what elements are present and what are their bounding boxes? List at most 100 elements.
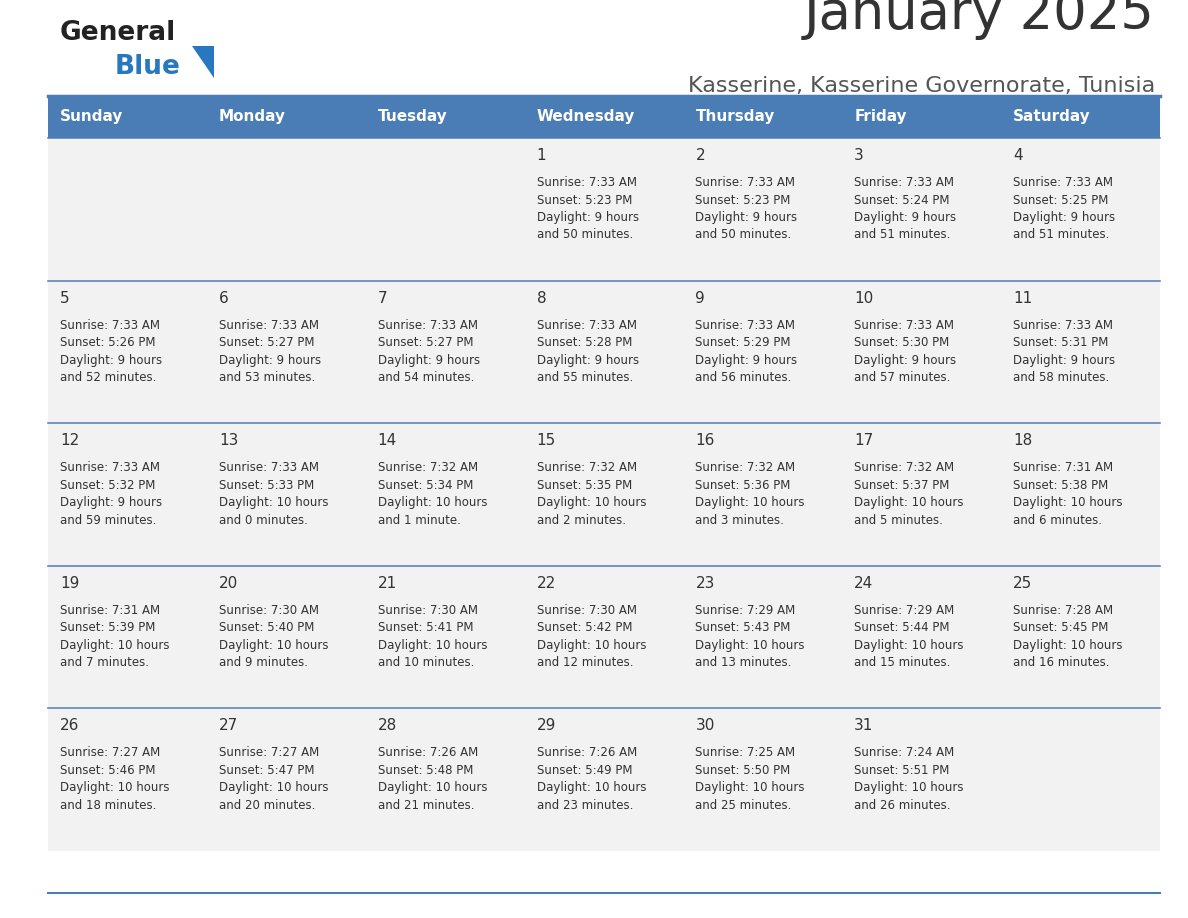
Text: Sunset: 5:26 PM: Sunset: 5:26 PM [61, 336, 156, 349]
Text: Saturday: Saturday [1013, 109, 1091, 125]
Text: Sunset: 5:49 PM: Sunset: 5:49 PM [537, 764, 632, 777]
Text: Sunrise: 7:27 AM: Sunrise: 7:27 AM [61, 746, 160, 759]
Text: Kasserine, Kasserine Governorate, Tunisia: Kasserine, Kasserine Governorate, Tunisi… [688, 76, 1155, 96]
Text: Sunset: 5:23 PM: Sunset: 5:23 PM [537, 194, 632, 207]
Text: 8: 8 [537, 291, 546, 306]
Text: Daylight: 10 hours: Daylight: 10 hours [219, 497, 328, 509]
Text: and 51 minutes.: and 51 minutes. [854, 229, 950, 241]
Text: Sunrise: 7:33 AM: Sunrise: 7:33 AM [695, 319, 796, 331]
Text: Daylight: 10 hours: Daylight: 10 hours [537, 497, 646, 509]
Text: Blue: Blue [115, 54, 181, 80]
Text: 2: 2 [695, 148, 704, 163]
Text: Sunday: Sunday [61, 109, 124, 125]
Text: and 53 minutes.: and 53 minutes. [219, 371, 315, 384]
Text: Sunrise: 7:24 AM: Sunrise: 7:24 AM [854, 746, 954, 759]
Text: Daylight: 9 hours: Daylight: 9 hours [854, 353, 956, 366]
Text: and 13 minutes.: and 13 minutes. [695, 656, 792, 669]
Text: Sunrise: 7:33 AM: Sunrise: 7:33 AM [1013, 176, 1113, 189]
Text: Daylight: 10 hours: Daylight: 10 hours [1013, 497, 1123, 509]
Text: Sunrise: 7:29 AM: Sunrise: 7:29 AM [854, 604, 954, 617]
Text: Sunrise: 7:30 AM: Sunrise: 7:30 AM [219, 604, 318, 617]
Text: Daylight: 9 hours: Daylight: 9 hours [61, 353, 162, 366]
Text: Daylight: 10 hours: Daylight: 10 hours [61, 639, 170, 652]
Text: and 15 minutes.: and 15 minutes. [854, 656, 950, 669]
Text: Daylight: 9 hours: Daylight: 9 hours [854, 211, 956, 224]
Bar [48, 281, 1159, 423]
Text: Sunset: 5:28 PM: Sunset: 5:28 PM [537, 336, 632, 349]
Text: and 9 minutes.: and 9 minutes. [219, 656, 308, 669]
Text: Sunset: 5:45 PM: Sunset: 5:45 PM [1013, 621, 1108, 634]
Text: Monday: Monday [219, 109, 286, 125]
Text: Sunrise: 7:31 AM: Sunrise: 7:31 AM [61, 604, 160, 617]
Text: and 54 minutes.: and 54 minutes. [378, 371, 474, 384]
Text: Daylight: 9 hours: Daylight: 9 hours [695, 353, 797, 366]
Text: 5: 5 [61, 291, 70, 306]
Text: Sunset: 5:25 PM: Sunset: 5:25 PM [1013, 194, 1108, 207]
Text: Daylight: 9 hours: Daylight: 9 hours [219, 353, 321, 366]
Text: Sunrise: 7:33 AM: Sunrise: 7:33 AM [854, 176, 954, 189]
Text: 17: 17 [854, 433, 873, 448]
Text: Sunrise: 7:29 AM: Sunrise: 7:29 AM [695, 604, 796, 617]
Text: Daylight: 10 hours: Daylight: 10 hours [854, 639, 963, 652]
Text: and 52 minutes.: and 52 minutes. [61, 371, 157, 384]
Text: and 18 minutes.: and 18 minutes. [61, 799, 157, 812]
Text: Sunrise: 7:27 AM: Sunrise: 7:27 AM [219, 746, 320, 759]
Text: Sunset: 5:47 PM: Sunset: 5:47 PM [219, 764, 315, 777]
Text: 22: 22 [537, 576, 556, 591]
Text: Sunset: 5:27 PM: Sunset: 5:27 PM [219, 336, 315, 349]
Text: and 20 minutes.: and 20 minutes. [219, 799, 315, 812]
Text: Daylight: 10 hours: Daylight: 10 hours [695, 639, 805, 652]
Text: 25: 25 [1013, 576, 1032, 591]
Text: Sunrise: 7:32 AM: Sunrise: 7:32 AM [537, 461, 637, 475]
Text: Sunset: 5:42 PM: Sunset: 5:42 PM [537, 621, 632, 634]
Text: and 1 minute.: and 1 minute. [378, 514, 461, 527]
Text: Daylight: 9 hours: Daylight: 9 hours [537, 211, 639, 224]
Text: Sunrise: 7:33 AM: Sunrise: 7:33 AM [1013, 319, 1113, 331]
Text: Daylight: 9 hours: Daylight: 9 hours [695, 211, 797, 224]
Text: Sunset: 5:33 PM: Sunset: 5:33 PM [219, 478, 314, 492]
Text: and 7 minutes.: and 7 minutes. [61, 656, 148, 669]
Text: 27: 27 [219, 719, 238, 733]
Bar [1001, 96, 1159, 138]
Text: Daylight: 10 hours: Daylight: 10 hours [378, 497, 487, 509]
Text: Sunrise: 7:31 AM: Sunrise: 7:31 AM [1013, 461, 1113, 475]
Text: and 26 minutes.: and 26 minutes. [854, 799, 950, 812]
Text: January 2025: January 2025 [804, 0, 1155, 40]
Text: Sunrise: 7:30 AM: Sunrise: 7:30 AM [537, 604, 637, 617]
Text: and 59 minutes.: and 59 minutes. [61, 514, 157, 527]
Text: 10: 10 [854, 291, 873, 306]
Text: and 57 minutes.: and 57 minutes. [854, 371, 950, 384]
Text: Sunrise: 7:26 AM: Sunrise: 7:26 AM [537, 746, 637, 759]
Text: Daylight: 10 hours: Daylight: 10 hours [695, 497, 805, 509]
Text: Sunrise: 7:33 AM: Sunrise: 7:33 AM [378, 319, 478, 331]
Text: Sunrise: 7:28 AM: Sunrise: 7:28 AM [1013, 604, 1113, 617]
Text: Sunset: 5:24 PM: Sunset: 5:24 PM [854, 194, 949, 207]
Polygon shape [192, 46, 214, 78]
Text: Sunset: 5:48 PM: Sunset: 5:48 PM [378, 764, 473, 777]
Text: Sunrise: 7:26 AM: Sunrise: 7:26 AM [378, 746, 478, 759]
Text: and 50 minutes.: and 50 minutes. [695, 229, 791, 241]
Text: and 23 minutes.: and 23 minutes. [537, 799, 633, 812]
Text: Daylight: 10 hours: Daylight: 10 hours [378, 781, 487, 794]
Text: 15: 15 [537, 433, 556, 448]
Text: Sunset: 5:37 PM: Sunset: 5:37 PM [854, 478, 949, 492]
Text: 24: 24 [854, 576, 873, 591]
Text: 28: 28 [378, 719, 397, 733]
Text: Daylight: 10 hours: Daylight: 10 hours [219, 781, 328, 794]
Text: 16: 16 [695, 433, 715, 448]
Bar [683, 96, 842, 138]
Text: Sunset: 5:51 PM: Sunset: 5:51 PM [854, 764, 949, 777]
Text: Sunset: 5:36 PM: Sunset: 5:36 PM [695, 478, 791, 492]
Text: Sunset: 5:35 PM: Sunset: 5:35 PM [537, 478, 632, 492]
Text: and 0 minutes.: and 0 minutes. [219, 514, 308, 527]
Bar [525, 96, 683, 138]
Text: 12: 12 [61, 433, 80, 448]
Bar [48, 138, 1159, 281]
Text: Daylight: 9 hours: Daylight: 9 hours [378, 353, 480, 366]
Text: 26: 26 [61, 719, 80, 733]
Text: Sunset: 5:23 PM: Sunset: 5:23 PM [695, 194, 791, 207]
Text: and 12 minutes.: and 12 minutes. [537, 656, 633, 669]
Text: and 2 minutes.: and 2 minutes. [537, 514, 626, 527]
Text: Daylight: 10 hours: Daylight: 10 hours [378, 639, 487, 652]
Text: 21: 21 [378, 576, 397, 591]
